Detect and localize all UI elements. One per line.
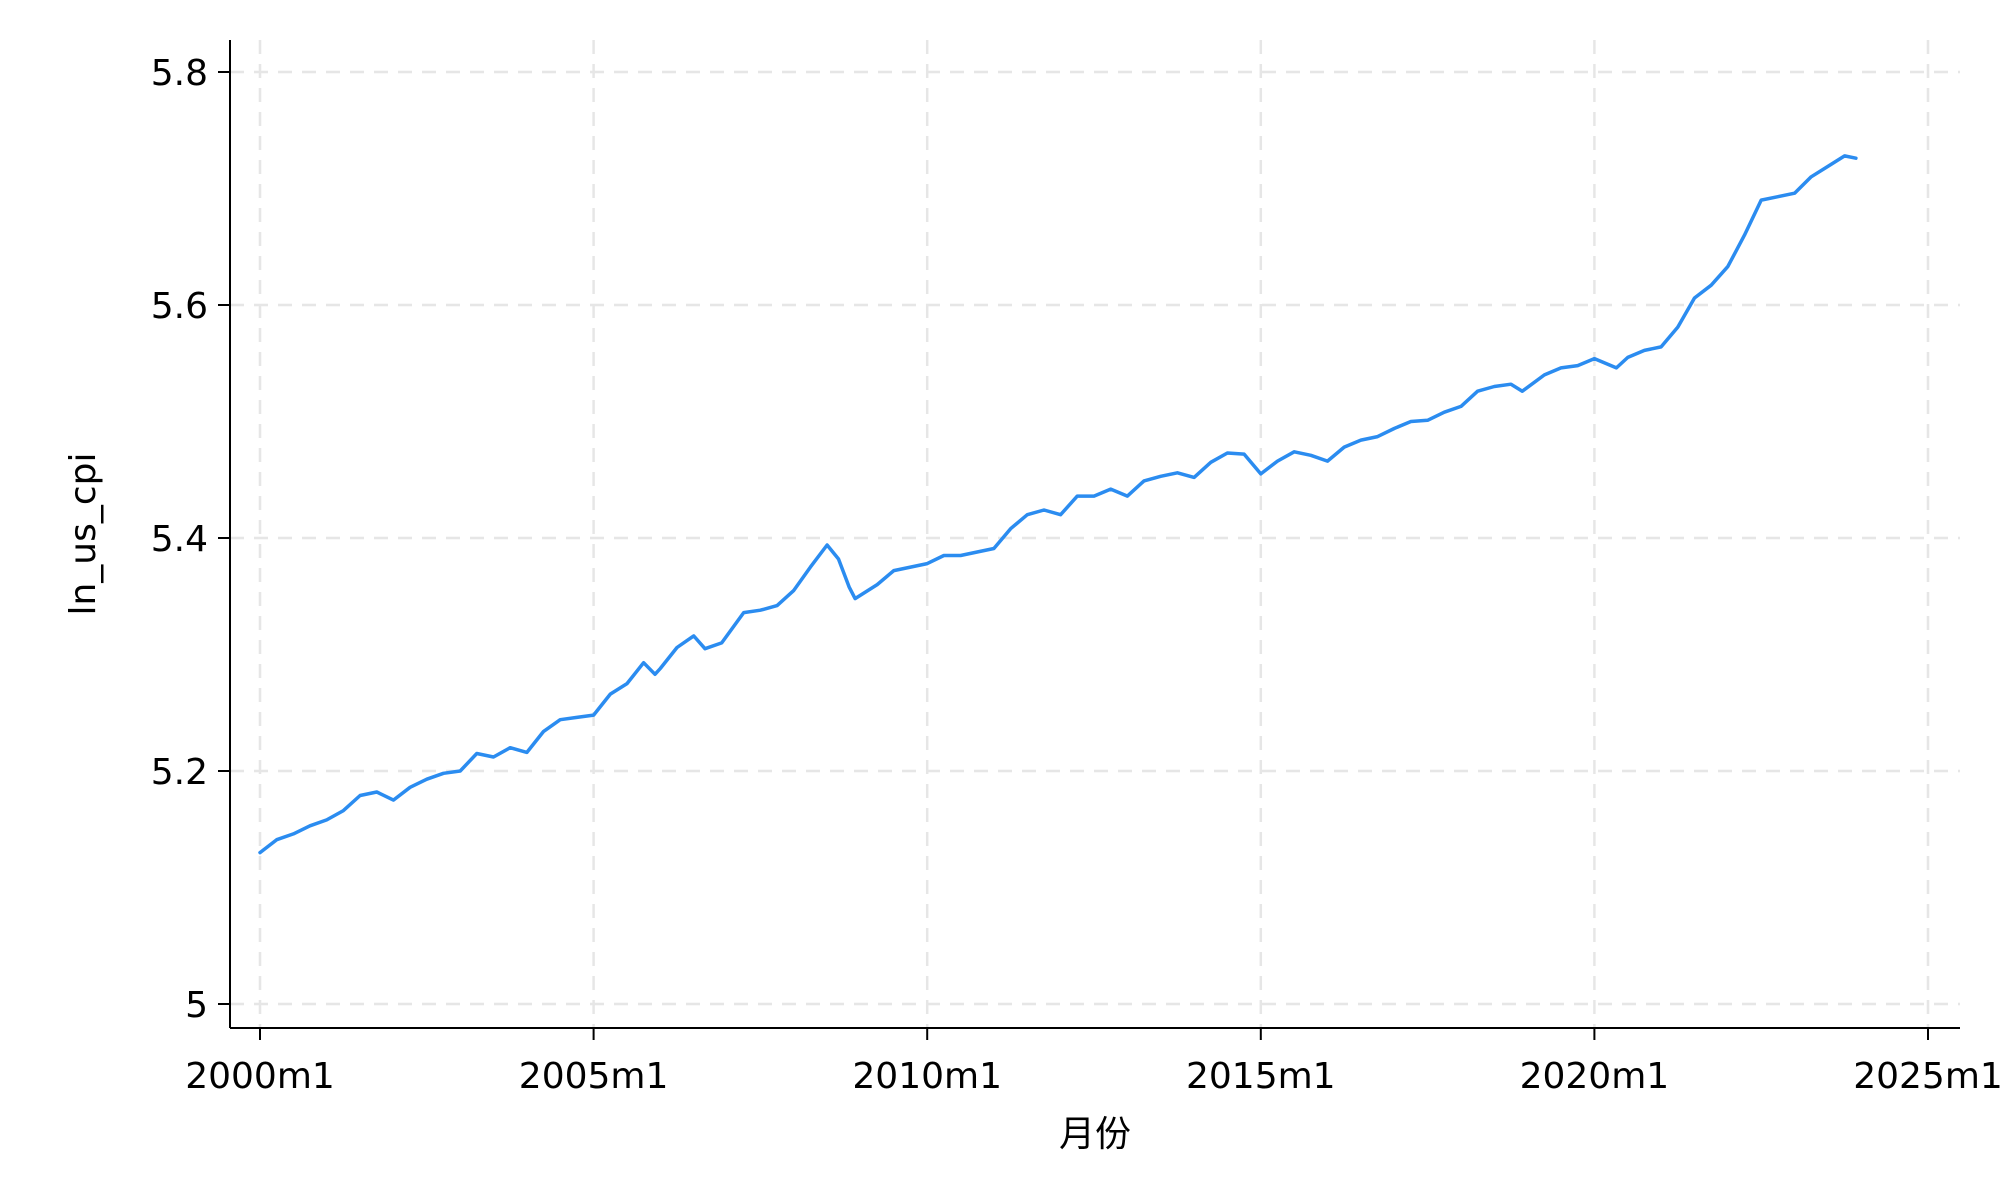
ticks: 2000m1 2005m1 2010m1 2015m1 2020m1 2025m1 5 5.2…	[151, 53, 2000, 1097]
x-tick-label: 2010m1	[852, 1056, 1002, 1097]
axes	[229, 40, 1960, 1029]
y-tick-label: 5.2	[151, 752, 208, 793]
x-tick-label: 2025m1	[1853, 1056, 2000, 1097]
x-tick-label: 2015m1	[1186, 1056, 1336, 1097]
y-axis-title: ln_us_cpi	[63, 452, 104, 615]
x-axis-title: 月份	[1059, 1114, 1131, 1155]
y-tick-label: 5.8	[151, 53, 208, 94]
x-tick-label: 2020m1	[1520, 1056, 1670, 1097]
grid	[230, 40, 1960, 1028]
series	[258, 154, 1858, 855]
y-tick-label: 5.4	[151, 519, 208, 560]
y-tick-label: 5	[185, 985, 208, 1026]
x-tick-label: 2005m1	[519, 1056, 669, 1097]
x-tick-label: 2000m1	[185, 1056, 335, 1097]
series-line-0	[258, 154, 1858, 855]
y-tick-label: 5.6	[151, 286, 208, 327]
